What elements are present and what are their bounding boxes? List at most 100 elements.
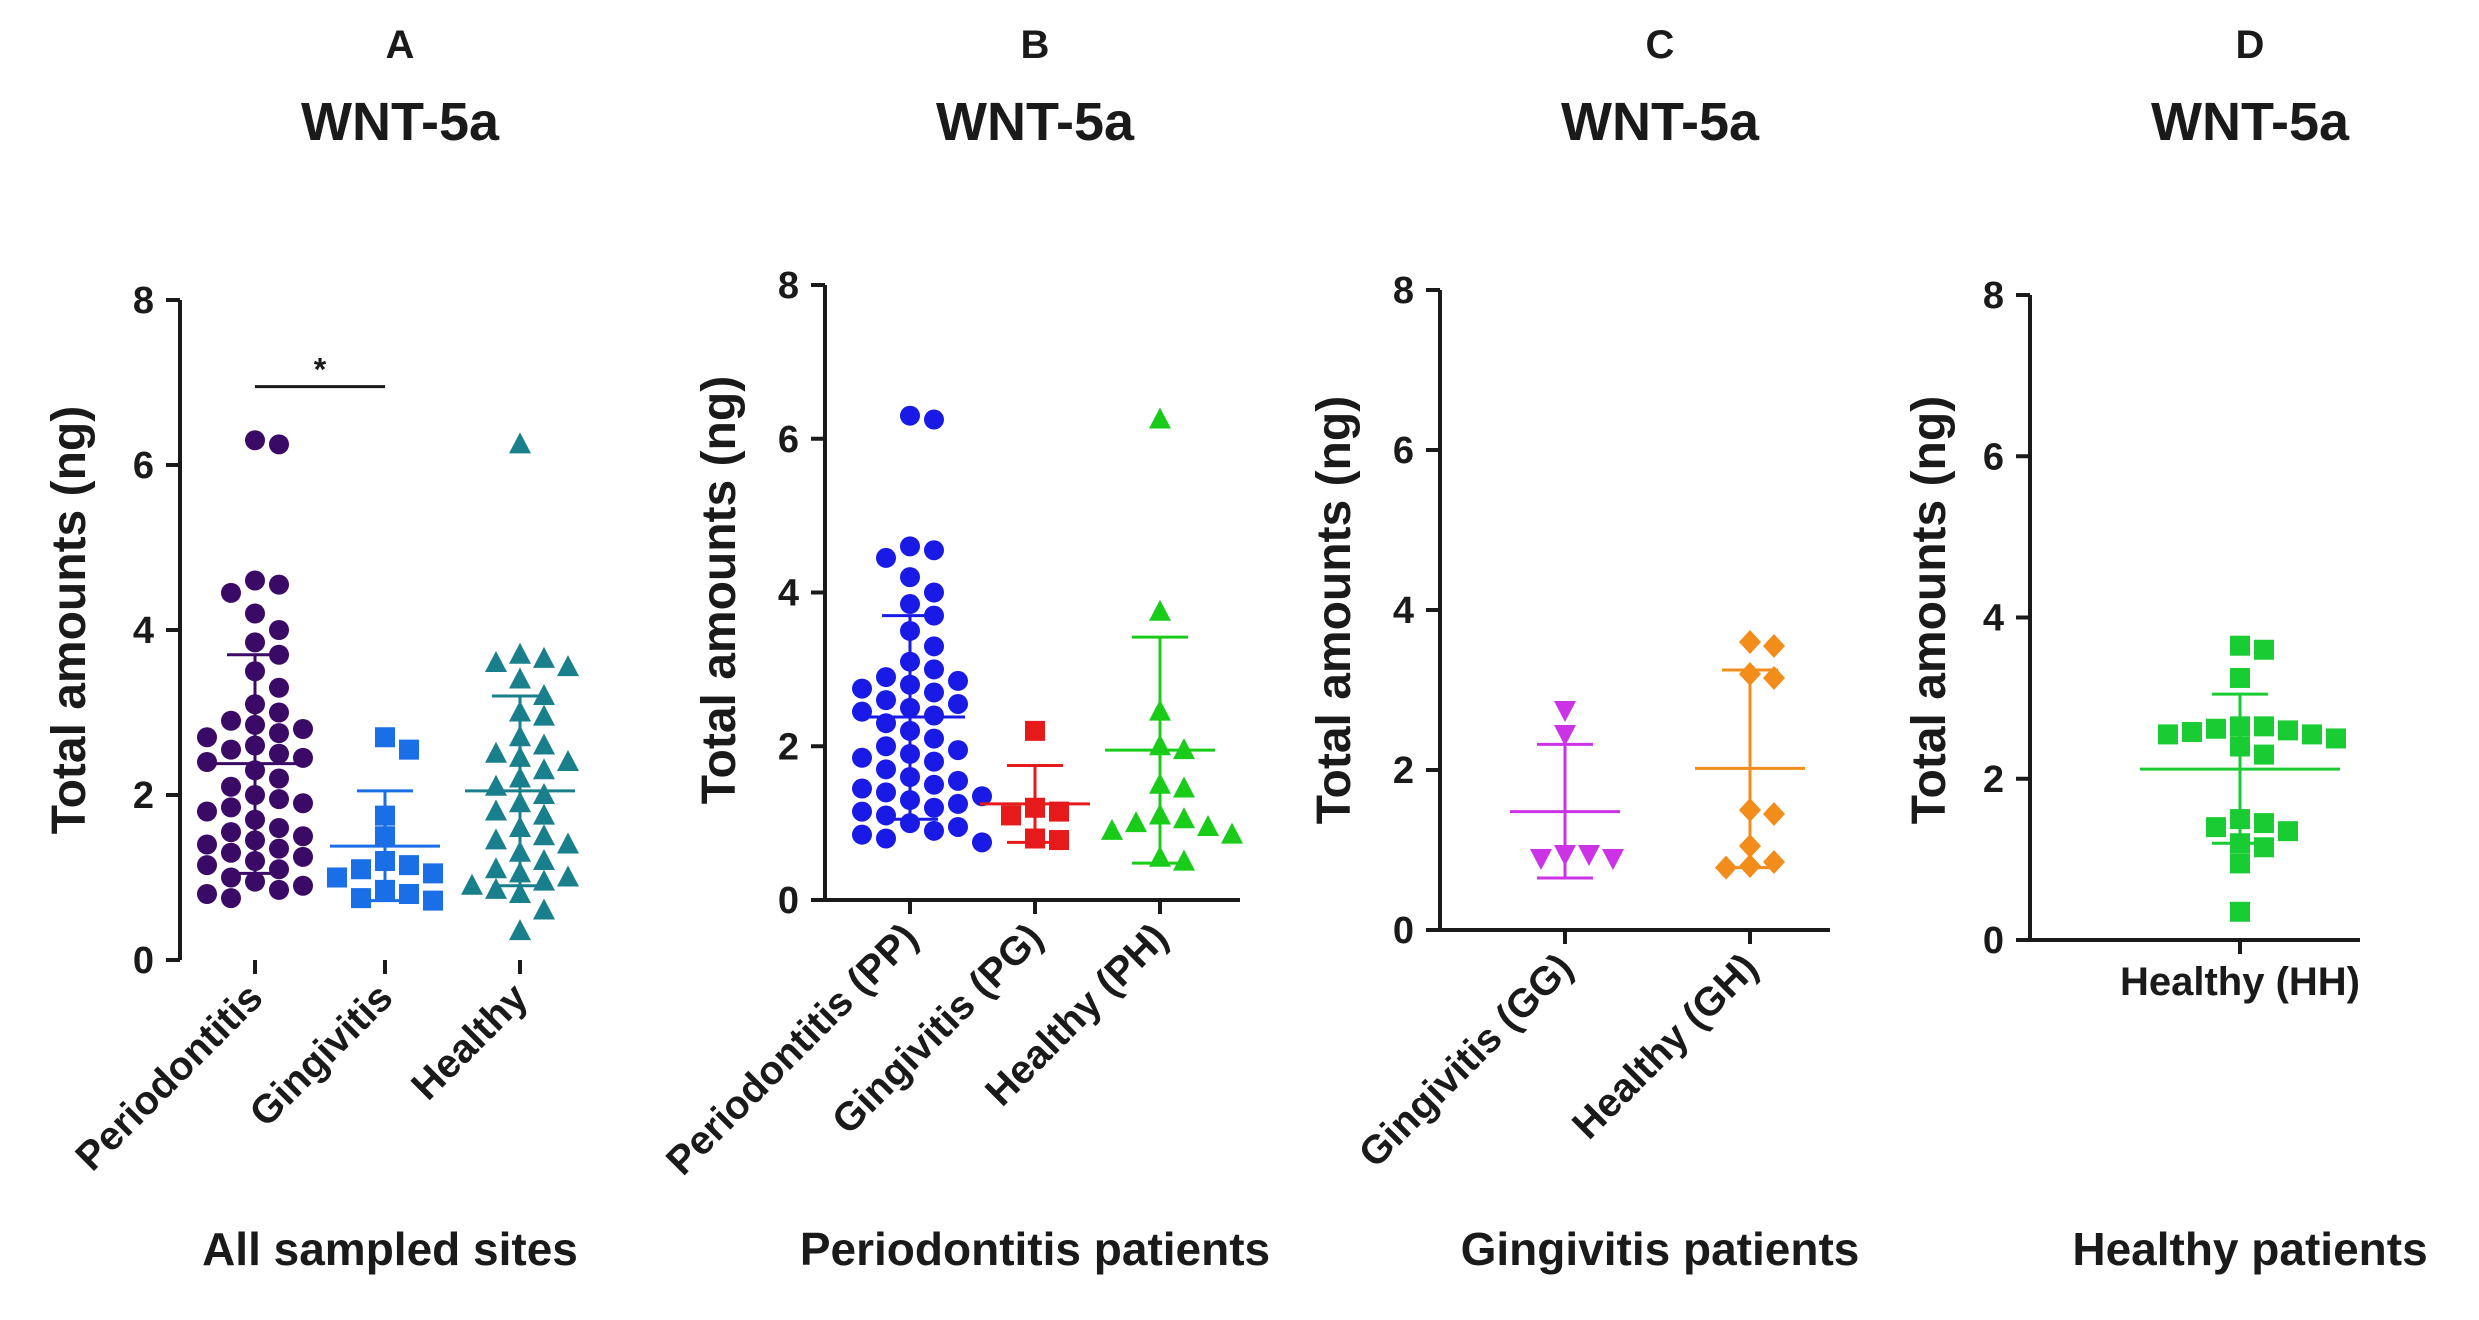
y-tick-label: 2	[133, 775, 154, 817]
data-point	[1149, 407, 1171, 429]
data-point	[972, 786, 992, 807]
y-axis-label: Total amounts (ng)	[693, 376, 746, 804]
panel-title: WNT-5a	[936, 92, 1135, 152]
data-point	[533, 704, 555, 726]
data-point	[852, 678, 872, 699]
data-point	[509, 667, 531, 689]
data-point	[399, 884, 419, 904]
y-tick-label: 0	[1393, 910, 1414, 952]
data-point	[269, 789, 289, 810]
data-point	[2302, 724, 2322, 745]
data-point	[485, 799, 507, 821]
y-tick-label: 8	[133, 280, 154, 322]
data-point	[221, 776, 241, 797]
data-point	[461, 873, 483, 895]
data-point	[293, 826, 313, 847]
series-1	[327, 727, 443, 974]
data-point	[485, 857, 507, 879]
data-point	[269, 743, 289, 764]
panel-b: B WNT-5a 0 2 4 6 8 Total amounts (ng) Periodonti…	[658, 23, 1270, 1275]
data-point	[948, 816, 968, 837]
data-point	[293, 846, 313, 867]
x-category-label: Healthy (GH)	[1564, 945, 1766, 1147]
y-tick-label: 6	[778, 419, 799, 461]
data-point	[2254, 639, 2274, 660]
data-point	[876, 547, 896, 568]
data-point	[1173, 849, 1195, 871]
data-point	[245, 430, 265, 451]
data-point	[2254, 837, 2274, 858]
data-point	[351, 888, 371, 909]
data-point	[924, 820, 944, 841]
data-point	[269, 702, 289, 723]
data-point	[900, 536, 920, 557]
series-1	[1695, 630, 1805, 944]
data-point	[2254, 813, 2274, 834]
y-tick-label: 2	[1393, 750, 1414, 792]
data-point	[509, 919, 531, 941]
series-0	[2140, 635, 2346, 954]
data-point	[557, 865, 579, 887]
data-point	[533, 803, 555, 825]
data-point	[245, 632, 265, 653]
panel-d: D WNT-5a 0 2 4 6 8 Total amounts (ng) Healthy (H…	[1903, 23, 2428, 1275]
data-point	[269, 434, 289, 455]
data-point	[948, 693, 968, 714]
data-point	[924, 582, 944, 603]
data-point	[924, 751, 944, 772]
data-point	[924, 797, 944, 818]
series-0	[852, 405, 992, 914]
x-category-label: Gingivitis (GG)	[1351, 945, 1582, 1176]
series-0	[197, 430, 313, 974]
data-point	[221, 842, 241, 863]
data-point	[509, 882, 531, 903]
data-point	[1530, 849, 1552, 870]
data-point	[533, 783, 555, 804]
data-point	[1602, 849, 1624, 870]
data-point	[1763, 634, 1785, 658]
panel-letter: A	[386, 23, 415, 67]
data-point	[948, 740, 968, 761]
panel-c: C WNT-5a 0 2 4 6 8 Total amounts (ng) Gingivitis…	[1308, 23, 1859, 1275]
x-axis-label: Gingivitis patients	[1461, 1223, 1860, 1275]
data-point	[197, 752, 217, 772]
x-category-label: Gingivitis (PG)	[824, 915, 1052, 1143]
data-point	[948, 793, 968, 814]
data-point	[1173, 776, 1195, 798]
data-point	[852, 824, 872, 845]
data-point	[1049, 830, 1069, 851]
data-point	[924, 774, 944, 795]
data-point	[876, 690, 896, 711]
data-point	[269, 677, 289, 698]
data-point	[1149, 599, 1171, 621]
y-tick-label: 4	[1393, 590, 1414, 632]
data-point	[900, 405, 920, 426]
data-point	[293, 793, 313, 814]
data-point	[2230, 901, 2250, 922]
data-point	[269, 879, 289, 900]
data-point	[485, 651, 507, 672]
series-0	[1510, 701, 1624, 944]
x-category-label: Periodontitis	[67, 975, 271, 1179]
data-point	[924, 409, 944, 430]
y-tick-label: 2	[1983, 759, 2004, 801]
data-point	[900, 567, 920, 588]
data-point	[399, 855, 419, 876]
data-point	[557, 750, 579, 771]
y-tick-label: 4	[133, 610, 154, 652]
panel-title: WNT-5a	[2151, 92, 2350, 152]
data-point	[485, 741, 507, 763]
data-point	[924, 659, 944, 680]
data-point	[1739, 630, 1761, 654]
data-point	[423, 863, 443, 884]
panel-a: A WNT-5a 0 2 4 6 8 Total amounts (ng) Periodonti…	[43, 23, 579, 1275]
data-point	[197, 727, 217, 748]
data-point	[221, 710, 241, 731]
data-point	[2206, 718, 2226, 739]
data-point	[876, 736, 896, 757]
data-point	[852, 778, 872, 799]
data-point	[221, 822, 241, 843]
data-point	[533, 733, 555, 755]
data-point	[1025, 720, 1045, 741]
data-point	[509, 642, 531, 664]
